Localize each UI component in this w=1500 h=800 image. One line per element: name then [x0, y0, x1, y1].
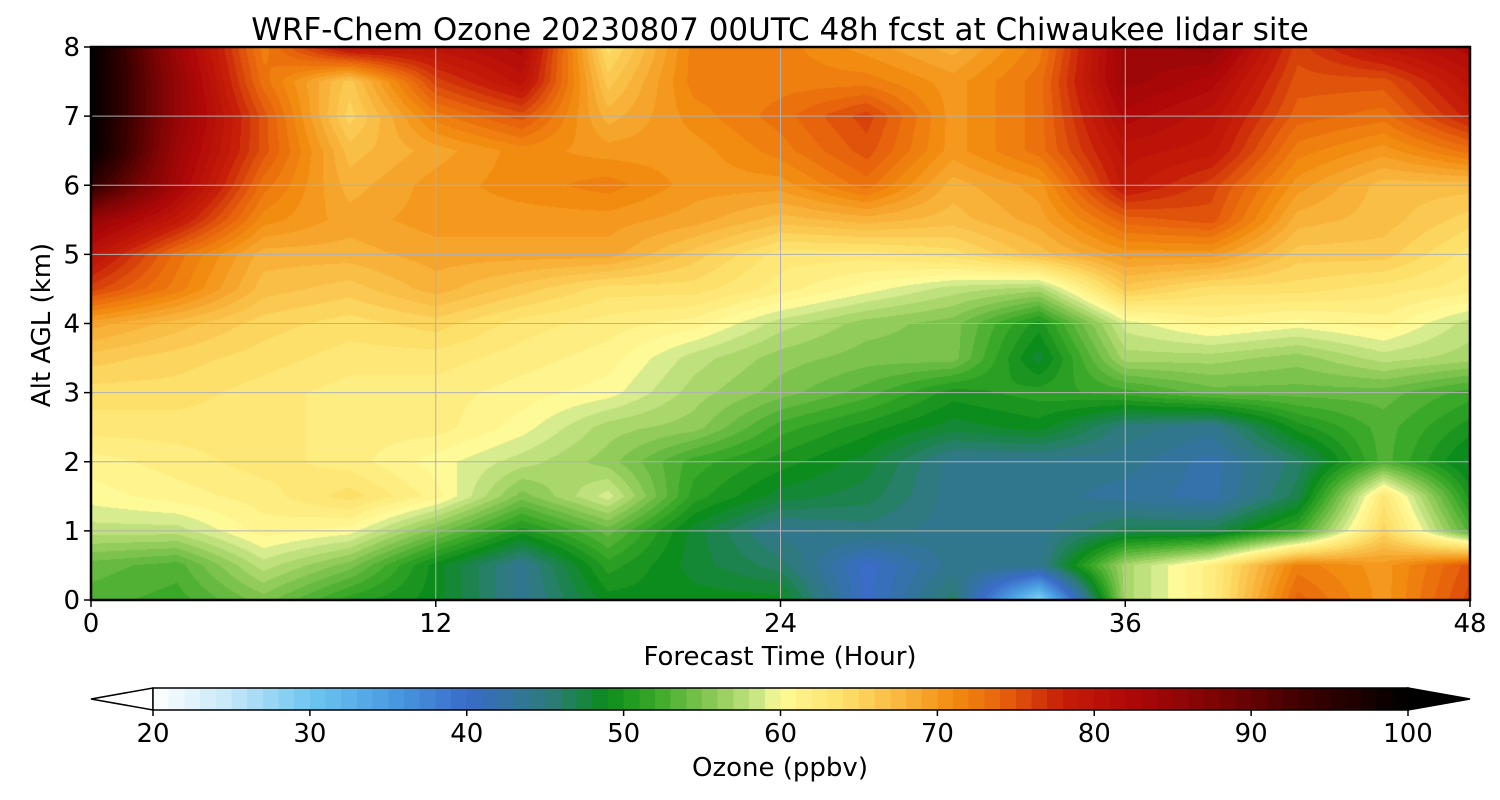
y-tick-label: 6 — [63, 171, 80, 201]
colorbar-high-extension — [1407, 687, 1471, 711]
colorbar-tick-label: 40 — [450, 719, 483, 749]
chart-title: WRF-Chem Ozone 20230807 00UTC 48h fcst a… — [251, 12, 1309, 48]
x-tick-label: 36 — [1109, 609, 1142, 639]
y-tick-label: 1 — [63, 517, 80, 547]
y-tick-label: 7 — [63, 102, 80, 132]
x-axis-ticks: 0 12 24 36 48 — [83, 600, 1487, 639]
y-axis-ticks: 0 1 2 3 4 5 6 7 8 — [63, 33, 91, 616]
colorbar-tick-label: 50 — [607, 719, 640, 749]
colorbar-tick-label: 20 — [136, 719, 169, 749]
colorbar-tick-label: 70 — [921, 719, 954, 749]
colorbar-tick-label: 100 — [1383, 719, 1433, 749]
x-tick-label: 12 — [419, 609, 452, 639]
colorbar-low-extension — [90, 687, 154, 711]
colorbar-tick-label: 90 — [1235, 719, 1268, 749]
x-tick-label: 0 — [83, 609, 100, 639]
y-tick-label: 5 — [63, 240, 80, 270]
colorbar-tick-label: 30 — [293, 719, 326, 749]
y-tick-label: 0 — [63, 586, 80, 616]
y-tick-label: 3 — [63, 379, 80, 409]
plot-area — [89, 45, 1472, 602]
colorbar-label: Ozone (ppbv) — [692, 753, 868, 783]
y-tick-label: 2 — [63, 448, 80, 478]
colorbar: 20 30 40 50 60 70 80 90 100 Ozone (ppbv) — [90, 687, 1471, 783]
y-tick-label: 8 — [63, 33, 80, 63]
x-axis-label: Forecast Time (Hour) — [643, 642, 916, 672]
y-axis-label: Alt AGL (km) — [27, 243, 57, 407]
colorbar-ticks: 20 30 40 50 60 70 80 90 100 — [136, 710, 1433, 749]
colorbar-tick-label: 80 — [1078, 719, 1111, 749]
colorbar-gradient-bar — [152, 687, 1409, 711]
colorbar-tick-label: 60 — [764, 719, 797, 749]
x-tick-label: 24 — [764, 609, 797, 639]
x-tick-label: 48 — [1453, 609, 1486, 639]
y-tick-label: 4 — [63, 310, 80, 340]
